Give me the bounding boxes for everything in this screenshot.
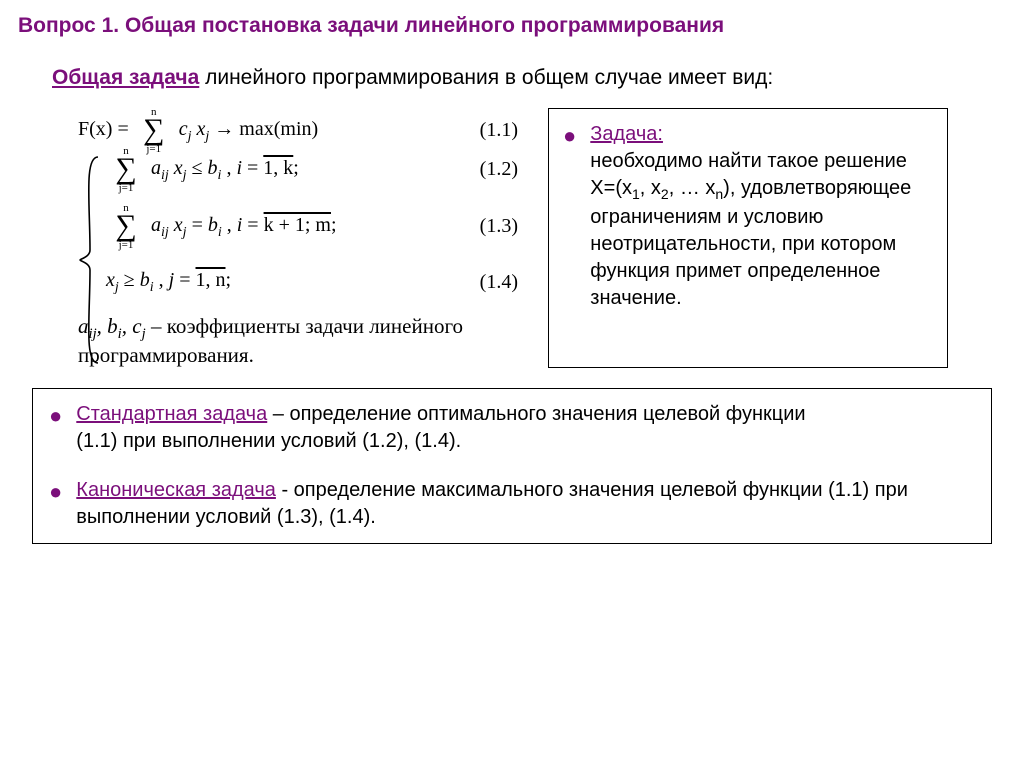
equation-3: n∑j=1 aij xj = bi , i = k + 1; m; (1.3) <box>106 212 518 241</box>
eq-num-4: (1.4) <box>480 271 518 294</box>
bullet-icon: ● <box>49 405 62 455</box>
constraint-system: n∑j=1 aij xj ≤ bi , i = 1, k; (1.2) n∑j=… <box>78 155 518 296</box>
eq-num-3: (1.3) <box>480 215 518 238</box>
intro-line: Общая задача линейного программирования … <box>52 66 1006 90</box>
equation-1: F(x) = n∑j=1 cj xj → max(min) (1.1) <box>78 116 518 145</box>
standard-term: Стандартная задача <box>76 403 267 425</box>
formula-block: F(x) = n∑j=1 cj xj → max(min) (1.1) n∑j=… <box>78 108 518 368</box>
standard-item: ● Стандартная задача – определение оптим… <box>49 401 975 455</box>
task-text: Задача: необходимо найти такое решение X… <box>590 121 933 312</box>
canonical-term: Каноническая задача <box>76 479 276 501</box>
question-title: Общая постановка задачи линейного програ… <box>125 14 724 37</box>
bullet-icon: ● <box>49 481 62 531</box>
question-label: Вопрос 1. <box>18 14 119 37</box>
definitions-box: ● Стандартная задача – определение оптим… <box>32 388 992 544</box>
bullet-icon: ● <box>563 125 576 312</box>
equation-2: n∑j=1 aij xj ≤ bi , i = 1, k; (1.2) <box>106 155 518 184</box>
task-heading: Задача: <box>590 123 663 145</box>
canonical-item: ● Каноническая задача - определение макс… <box>49 477 975 531</box>
intro-heading: Общая задача <box>52 66 199 89</box>
standard-text: – определение оптимального значения целе… <box>267 403 805 425</box>
brace-icon <box>78 155 104 365</box>
task-box: ● Задача: необходимо найти такое решение… <box>548 108 948 368</box>
content-row: F(x) = n∑j=1 cj xj → max(min) (1.1) n∑j=… <box>78 108 1006 368</box>
intro-rest: линейного программирования в общем случа… <box>199 66 773 89</box>
standard-line2: (1.1) при выполнении условий (1.2), (1.4… <box>76 430 461 452</box>
coefficients-note: aij, bi, cj – коэффициенты задачи линейн… <box>78 314 518 368</box>
eq-num-1: (1.1) <box>480 119 518 142</box>
equation-4: xj ≥ bi , j = 1, n; (1.4) <box>106 269 518 296</box>
eq-num-2: (1.2) <box>480 158 518 181</box>
page-title: Вопрос 1. Общая постановка задачи линейн… <box>18 14 1006 38</box>
